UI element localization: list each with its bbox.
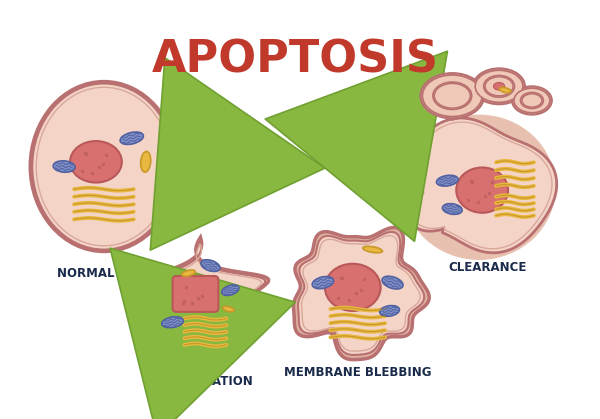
FancyBboxPatch shape [173,276,218,312]
Ellipse shape [434,83,470,108]
Ellipse shape [520,93,544,109]
Ellipse shape [312,277,334,289]
Ellipse shape [422,75,482,116]
Ellipse shape [382,276,403,289]
Ellipse shape [485,77,513,96]
Ellipse shape [499,88,511,93]
Ellipse shape [201,260,220,272]
Ellipse shape [380,305,400,316]
Ellipse shape [32,83,176,250]
Ellipse shape [436,175,458,186]
Ellipse shape [522,94,542,107]
Ellipse shape [222,285,239,295]
Ellipse shape [120,132,143,145]
Ellipse shape [456,168,508,213]
Polygon shape [398,118,557,253]
Ellipse shape [421,73,484,119]
Text: APOPTOSIS: APOPTOSIS [152,39,439,81]
Ellipse shape [140,151,151,172]
Polygon shape [293,228,429,360]
Ellipse shape [493,83,505,90]
Ellipse shape [223,306,234,312]
Polygon shape [142,237,269,355]
Ellipse shape [473,68,525,104]
Ellipse shape [325,264,380,311]
Ellipse shape [182,270,195,277]
Polygon shape [298,232,424,355]
Ellipse shape [162,317,184,328]
Ellipse shape [433,82,472,109]
Ellipse shape [30,82,178,251]
Ellipse shape [512,86,552,115]
Text: CLEARANCE: CLEARANCE [448,261,526,274]
Polygon shape [145,241,265,353]
Text: NORMAL CELL: NORMAL CELL [57,266,151,279]
Ellipse shape [70,141,122,183]
Text: CONDENSATION: CONDENSATION [148,375,253,388]
Ellipse shape [514,88,550,113]
Ellipse shape [403,115,556,260]
Ellipse shape [475,70,523,102]
Ellipse shape [363,246,382,253]
Text: MEMBRANE BLEBBING: MEMBRANE BLEBBING [284,366,431,379]
Ellipse shape [442,204,462,215]
Ellipse shape [53,161,75,172]
Ellipse shape [484,75,515,97]
